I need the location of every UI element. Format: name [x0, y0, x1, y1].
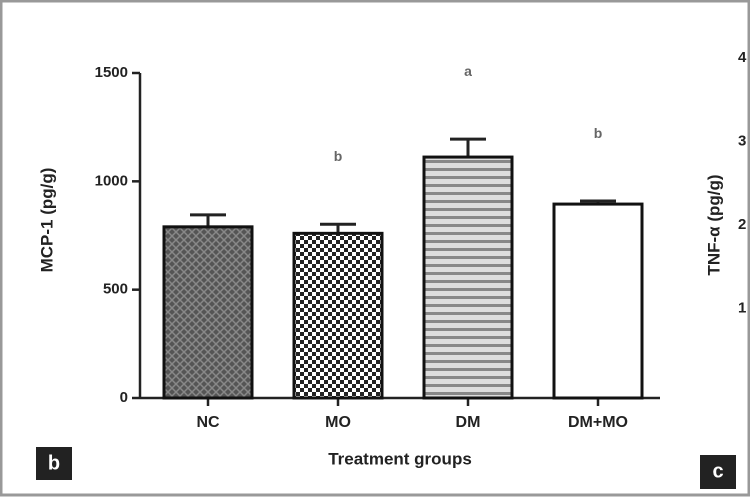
bar	[552, 202, 644, 400]
bar	[422, 155, 514, 400]
y-tick-label: 4	[738, 49, 747, 66]
panel-badge	[700, 455, 736, 489]
annotation: a	[464, 63, 472, 79]
x-tick-label: NC	[196, 414, 220, 431]
y-tick-label: 3	[738, 132, 746, 149]
y-tick-label: 1	[738, 299, 746, 316]
y-tick-label: 0	[120, 389, 128, 406]
annotation: b	[334, 148, 343, 164]
bar	[292, 231, 384, 400]
y-axis-title: TNF-α (pg/g)	[704, 174, 723, 275]
panel-label: c	[712, 460, 723, 482]
x-tick-label: MO	[325, 414, 351, 431]
y-tick-label: 2	[738, 216, 746, 233]
bar	[162, 225, 254, 400]
panel-badge	[36, 447, 72, 480]
x-tick-label: DM	[456, 414, 481, 431]
x-tick-label: DM+MO	[568, 414, 628, 431]
y-tick-label: 1000	[95, 172, 128, 189]
panel-label: b	[48, 452, 60, 474]
y-tick-label: 500	[103, 281, 128, 298]
y-tick-label: 1500	[95, 64, 128, 81]
annotation: b	[594, 125, 603, 141]
x-axis-title: Treatment groups	[328, 449, 472, 468]
y-axis-title: MCP-1 (pg/g)	[37, 168, 56, 273]
